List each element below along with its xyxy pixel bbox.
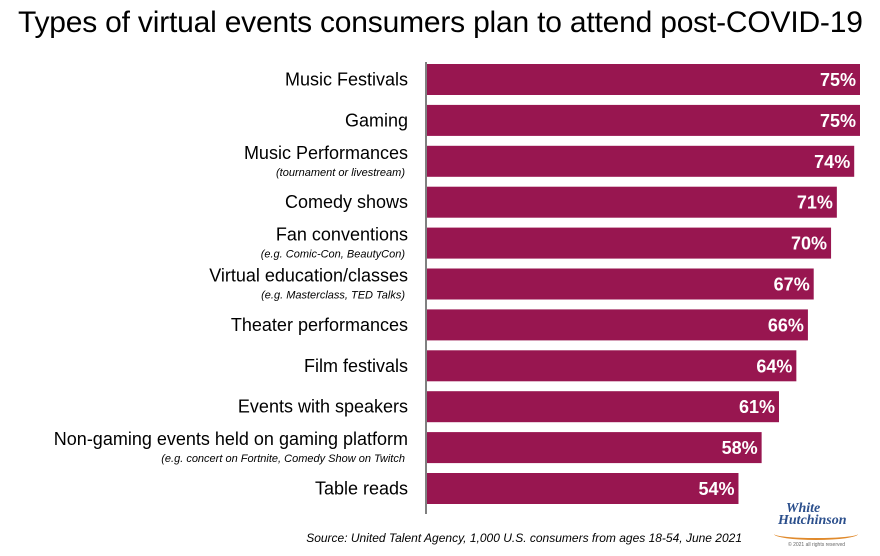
bar-value-label: 71% <box>797 193 833 213</box>
bar-value-label: 66% <box>768 315 804 335</box>
logo-line-1: White <box>786 501 821 516</box>
category-label: Non-gaming events held on gaming platfor… <box>54 429 408 449</box>
category-label: Comedy shows <box>285 192 408 212</box>
category-sublabel: (e.g. Comic-Con, BeautyCon) <box>261 249 406 261</box>
category-label: Table reads <box>315 479 408 499</box>
bar-0 <box>427 64 860 95</box>
category-label: Gaming <box>345 110 408 130</box>
category-labels-group: Music Festivals Gaming Music Performances (… <box>54 70 408 499</box>
bar-value-label: 61% <box>739 397 775 417</box>
category-label: Theater performances <box>231 315 408 335</box>
category-sublabel: (tournament or livestream) <box>276 167 405 179</box>
bar-6 <box>427 309 808 341</box>
company-logo: White Hutchinson © 2021 all rights reser… <box>772 498 864 552</box>
source-note: Source: United Talent Agency, 1,000 U.S.… <box>306 531 742 545</box>
bar-value-label: 67% <box>774 275 810 295</box>
bar-value-label: 64% <box>756 356 792 376</box>
category-label: Virtual education/classes <box>209 266 408 286</box>
chart-title: Types of virtual events consumers plan t… <box>18 6 863 39</box>
bar-3 <box>427 186 837 218</box>
bar-9 <box>427 432 762 464</box>
bar-value-label: 74% <box>814 152 850 172</box>
category-label: Music Performances <box>244 143 408 163</box>
logo-copyright: © 2021 all rights reserved <box>788 542 846 548</box>
category-label: Film festivals <box>304 356 408 376</box>
category-label: Events with speakers <box>238 397 408 417</box>
bar-7 <box>427 350 797 382</box>
bar-10 <box>427 473 739 504</box>
bar-value-label: 75% <box>820 70 856 90</box>
bar-value-label: 75% <box>820 111 856 131</box>
bar-4 <box>427 227 832 259</box>
logo-swoosh <box>774 528 858 540</box>
bar-8 <box>427 391 779 423</box>
category-label: Fan conventions <box>276 225 408 245</box>
bar-5 <box>427 268 814 300</box>
bar-1 <box>427 104 860 136</box>
category-sublabel: (e.g. concert on Fortnite, Comedy Show o… <box>161 453 405 465</box>
bars-group: 75% 75% 74% 71% 70% 67% 66% 64% 61% 58% 54% <box>427 64 860 504</box>
bar-value-label: 70% <box>791 234 827 254</box>
bar-value-label: 58% <box>722 438 758 458</box>
category-label: Music Festivals <box>285 70 408 90</box>
category-sublabel: (e.g. Masterclass, TED Talks) <box>261 290 405 302</box>
logo-line-2: Hutchinson <box>778 513 847 528</box>
bar-2 <box>427 145 855 177</box>
bar-value-label: 54% <box>698 479 734 499</box>
